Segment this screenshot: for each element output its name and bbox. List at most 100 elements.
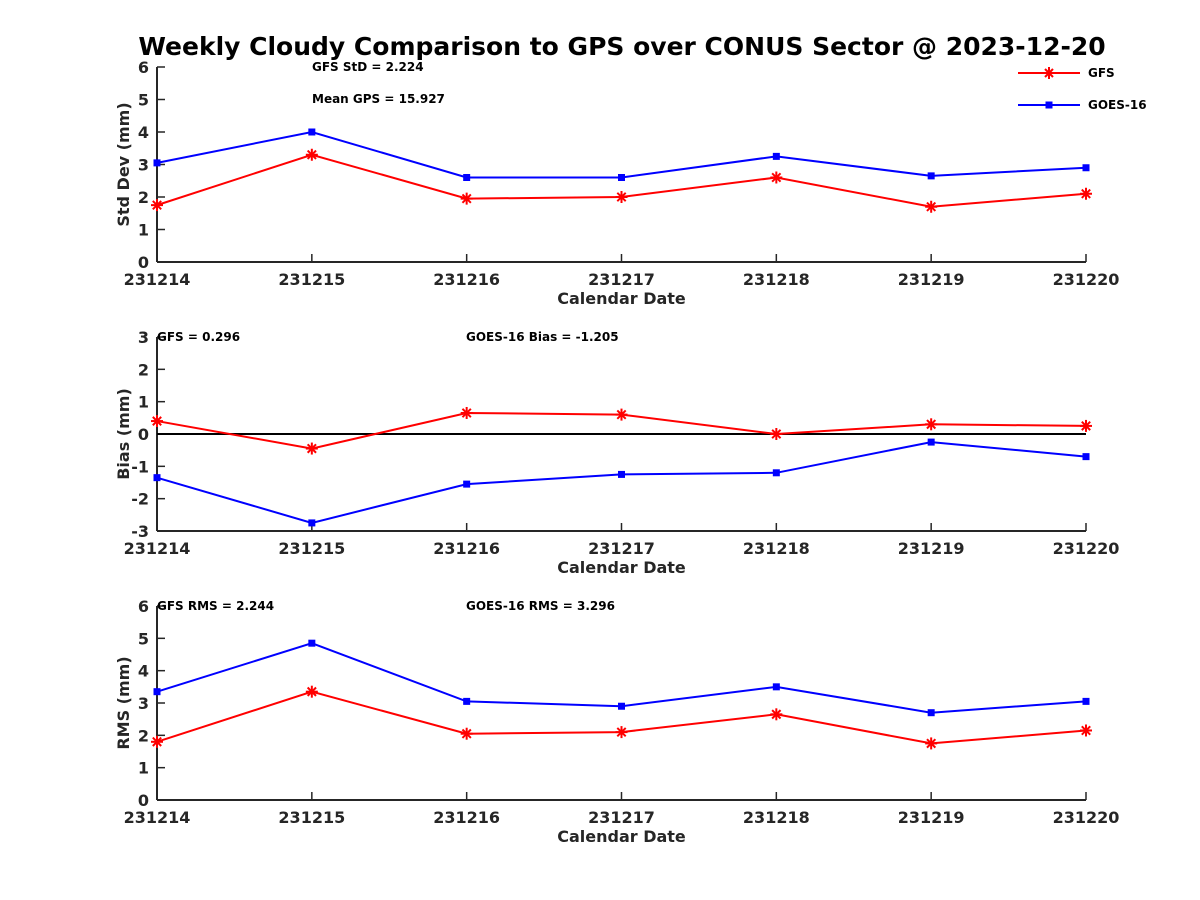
x-tick-label: 231214 bbox=[124, 270, 191, 289]
data-point bbox=[1082, 164, 1090, 172]
data-point bbox=[772, 683, 780, 691]
y-tick-label: 6 bbox=[138, 58, 149, 77]
series-line bbox=[156, 130, 1087, 179]
x-tick-label: 231219 bbox=[898, 808, 965, 827]
annotation: GFS = 0.296 bbox=[157, 330, 240, 344]
y-tick-label: 5 bbox=[138, 91, 149, 110]
x-tick-label: 231216 bbox=[433, 808, 500, 827]
data-point bbox=[925, 200, 938, 213]
data-point bbox=[1080, 419, 1092, 432]
data-point bbox=[927, 438, 935, 446]
x-tick-label: 231218 bbox=[743, 808, 810, 827]
x-tick-label: 231217 bbox=[588, 539, 655, 558]
data-point bbox=[1080, 724, 1092, 737]
data-point bbox=[770, 708, 783, 721]
data-point bbox=[460, 406, 473, 419]
legend-gfs-label: GFS bbox=[1088, 66, 1115, 80]
data-point bbox=[305, 442, 318, 455]
data-point bbox=[925, 418, 938, 431]
data-point bbox=[151, 199, 163, 212]
y-axis-label: Bias (mm) bbox=[114, 388, 133, 480]
data-point bbox=[463, 174, 471, 181]
series-goes16 bbox=[153, 639, 1090, 717]
legend: GFS GOES-16 bbox=[1018, 66, 1147, 112]
data-point bbox=[308, 519, 316, 527]
legend-gfs-marker bbox=[1043, 67, 1055, 79]
y-tick-label: 2 bbox=[138, 360, 149, 379]
data-point bbox=[463, 480, 471, 488]
x-tick-label: 231215 bbox=[278, 270, 345, 289]
x-tick-label: 231218 bbox=[743, 539, 810, 558]
x-tick-label: 231217 bbox=[588, 808, 655, 827]
data-point bbox=[927, 172, 935, 180]
y-tick-label: 4 bbox=[138, 123, 149, 142]
data-point bbox=[770, 428, 783, 440]
series-gfs bbox=[151, 685, 1092, 750]
data-point bbox=[460, 192, 473, 205]
data-point bbox=[615, 191, 628, 203]
data-point bbox=[772, 469, 780, 477]
data-point bbox=[463, 697, 471, 705]
y-tick-label: 4 bbox=[138, 662, 149, 681]
data-point bbox=[615, 408, 628, 421]
y-axis-label: Std Dev (mm) bbox=[114, 102, 133, 226]
y-tick-label: 2 bbox=[138, 726, 149, 745]
y-tick-label: 1 bbox=[138, 221, 149, 240]
data-point bbox=[618, 174, 625, 181]
x-tick-label: 231220 bbox=[1053, 539, 1120, 558]
x-axis-label: Calendar Date bbox=[557, 827, 686, 846]
series-line bbox=[156, 441, 1087, 524]
data-point bbox=[305, 148, 318, 161]
annotation: Mean GPS = 15.927 bbox=[312, 92, 445, 106]
y-tick-label: -1 bbox=[131, 457, 149, 476]
data-point bbox=[153, 159, 161, 167]
x-tick-label: 231215 bbox=[278, 808, 345, 827]
x-tick-label: 231216 bbox=[433, 270, 500, 289]
y-tick-label: 1 bbox=[138, 393, 149, 412]
x-tick-label: 231219 bbox=[898, 539, 965, 558]
data-point bbox=[153, 688, 161, 696]
x-axis-label: Calendar Date bbox=[557, 558, 686, 577]
x-tick-label: 231218 bbox=[743, 270, 810, 289]
y-tick-label: 0 bbox=[138, 425, 149, 444]
data-point bbox=[151, 415, 163, 428]
y-tick-label: 1 bbox=[138, 759, 149, 778]
data-point bbox=[1080, 187, 1092, 200]
data-point bbox=[308, 639, 316, 647]
data-point bbox=[151, 735, 163, 748]
x-tick-label: 231217 bbox=[588, 270, 655, 289]
panel-1: 0 1 2 3 4 5 6 231214 231215 231216 231217 231218 231… bbox=[114, 58, 1119, 308]
y-tick-label: 3 bbox=[138, 156, 149, 175]
data-point bbox=[772, 152, 780, 160]
y-tick-label: -3 bbox=[131, 522, 149, 541]
y-tick-label: 3 bbox=[138, 328, 149, 347]
y-tick-label: 0 bbox=[138, 791, 149, 810]
data-point bbox=[770, 171, 783, 184]
series-gfs bbox=[151, 148, 1092, 213]
data-point bbox=[153, 474, 161, 482]
data-point bbox=[927, 709, 935, 717]
data-point bbox=[618, 702, 625, 710]
x-tick-label: 231215 bbox=[278, 539, 345, 558]
data-point bbox=[460, 727, 473, 740]
y-tick-label: -2 bbox=[131, 490, 149, 509]
x-tick-label: 231216 bbox=[433, 539, 500, 558]
x-tick-label: 231214 bbox=[124, 539, 191, 558]
legend-goes16-marker bbox=[1045, 101, 1053, 109]
annotation: GFS StD = 2.224 bbox=[312, 60, 424, 74]
series-line bbox=[156, 642, 1087, 714]
y-tick-label: 0 bbox=[138, 253, 149, 272]
y-axis-label: RMS (mm) bbox=[114, 656, 133, 749]
x-axis-label: Calendar Date bbox=[557, 289, 686, 308]
annotation: GOES-16 RMS = 3.296 bbox=[466, 599, 615, 613]
annotation: GOES-16 Bias = -1.205 bbox=[466, 330, 619, 344]
data-point bbox=[925, 737, 938, 750]
data-point bbox=[305, 685, 318, 698]
chart-title: Weekly Cloudy Comparison to GPS over CON… bbox=[138, 32, 1105, 61]
y-tick-label: 6 bbox=[138, 597, 149, 616]
x-tick-label: 231214 bbox=[124, 808, 191, 827]
series-gfs bbox=[151, 406, 1092, 455]
data-point bbox=[308, 128, 316, 136]
y-tick-label: 2 bbox=[138, 188, 149, 207]
